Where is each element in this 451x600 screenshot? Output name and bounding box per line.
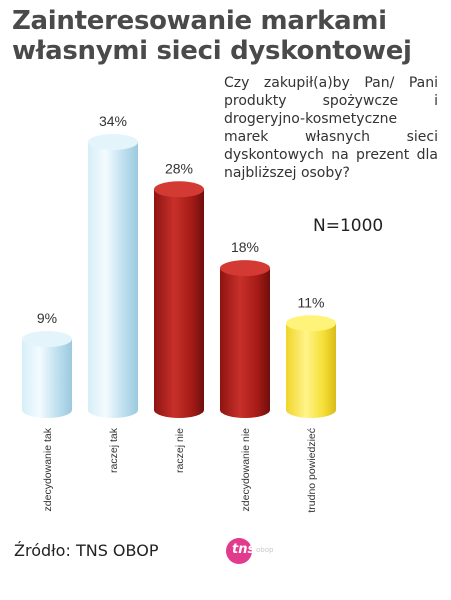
bar-top bbox=[88, 134, 138, 150]
data-label: 28% bbox=[165, 160, 193, 176]
bar-top bbox=[286, 315, 336, 332]
category-label: raczej nie bbox=[174, 428, 186, 473]
bar-top bbox=[22, 331, 72, 348]
survey-question: Czy zakupił(a)by Pan/ Pani produkty spoż… bbox=[224, 75, 438, 181]
data-label: 11% bbox=[298, 294, 325, 310]
data-label: 34% bbox=[99, 113, 127, 129]
logo-sub-text: obop bbox=[256, 546, 274, 554]
bar bbox=[88, 142, 138, 418]
bar-top bbox=[154, 181, 204, 198]
category-label: raczej tak bbox=[108, 427, 120, 473]
category-label: zdecydowanie tak bbox=[42, 427, 54, 511]
source-label: Źródło: TNS OBOP bbox=[14, 541, 159, 560]
bar bbox=[154, 189, 204, 418]
bar-top bbox=[220, 260, 270, 277]
chart-title: Zainteresowanie markami własnymi sieci d… bbox=[12, 6, 412, 66]
sample-size-label: N=1000 bbox=[313, 216, 384, 236]
bar bbox=[286, 323, 336, 418]
logo-mark-text: tns bbox=[232, 542, 256, 557]
data-label: 18% bbox=[231, 239, 259, 255]
data-label: 9% bbox=[37, 310, 57, 326]
logo-mark-icon bbox=[226, 538, 252, 564]
category-label: zdecydowanie nie bbox=[240, 428, 252, 512]
category-label: trudno powiedzieć bbox=[306, 428, 318, 513]
tns-obop-logo: tns obop bbox=[226, 538, 286, 564]
bar bbox=[220, 268, 270, 418]
bar bbox=[22, 339, 72, 418]
